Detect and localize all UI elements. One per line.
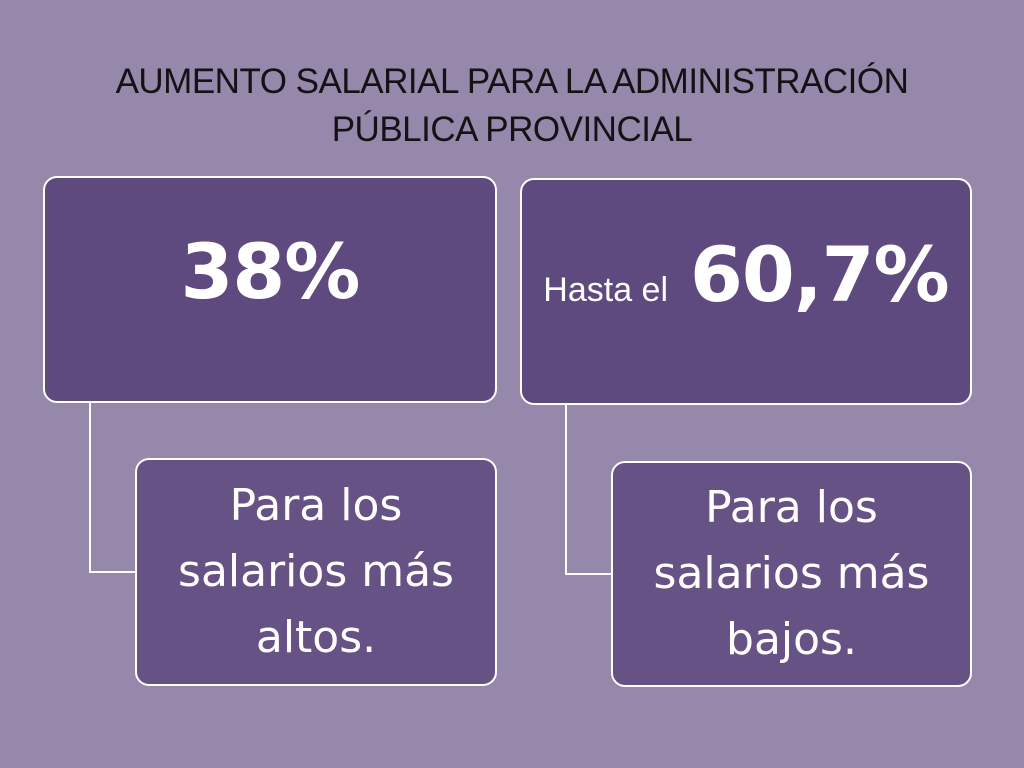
description-left-line-2: salarios más: [178, 546, 454, 597]
description-left-line-1: Para los: [229, 480, 403, 531]
increase-prefix-right: Hasta el: [543, 271, 669, 309]
connector-left: [89, 403, 136, 573]
description-left-line-3: altos.: [255, 612, 377, 663]
description-right-line-3: bajos.: [726, 614, 857, 665]
description-right-line-1: Para los: [705, 482, 878, 533]
title-line-1: AUMENTO SALARIAL PARA LA ADMINISTRACIÓN: [115, 62, 909, 101]
increase-value-right: 60,7%: [690, 230, 950, 319]
connector-right: [565, 405, 612, 575]
increase-box-right: Hasta el 60,7%: [520, 178, 972, 405]
title-line-2: PÚBLICA PROVINCIAL: [331, 110, 693, 149]
description-right-line-2: salarios más: [653, 548, 930, 599]
description-box-right: Para los salarios más bajos.: [611, 461, 972, 687]
increase-box-left: 38%: [43, 176, 497, 403]
description-box-left: Para los salarios más altos.: [135, 458, 497, 686]
slide-title: AUMENTO SALARIAL PARA LA ADMINISTRACIÓN …: [0, 58, 1024, 154]
increase-value-left: 38%: [180, 227, 361, 316]
